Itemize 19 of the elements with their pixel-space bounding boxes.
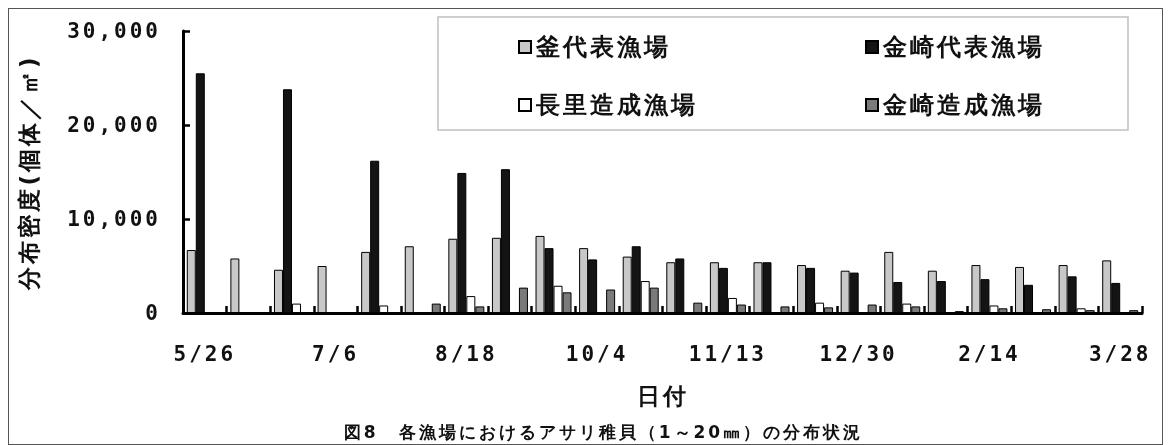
x-tick-label: 7/6 bbox=[312, 341, 360, 366]
x-tick-label: 3/28 bbox=[1088, 341, 1152, 366]
y-tick-label: 10,000 bbox=[67, 207, 161, 231]
legend-label: 金崎代表漁場 bbox=[882, 33, 1045, 61]
x-tick-label: 2/14 bbox=[958, 341, 1021, 366]
y-tick-label: 30,000 bbox=[67, 19, 161, 43]
legend-label: 釜代表漁場 bbox=[535, 33, 671, 61]
x-axis-title: 日付 bbox=[636, 382, 689, 409]
y-tick-label: 0 bbox=[145, 301, 161, 325]
caption: 図8 各漁場におけるアサリ稚貝（1～20㎜）の分布状況 bbox=[343, 421, 864, 442]
x-tick-label: 11/13 bbox=[688, 341, 767, 366]
x-tick-label: 10/4 bbox=[565, 341, 629, 366]
x-tick-label: 8/18 bbox=[435, 341, 498, 366]
y-tick-label: 20,000 bbox=[67, 113, 161, 137]
y-axis-title: 分布密度(個体／㎡) bbox=[15, 54, 42, 291]
x-tick-label: 12/30 bbox=[819, 341, 898, 366]
legend-label: 金崎造成漁場 bbox=[882, 91, 1045, 119]
legend-label: 長里造成漁場 bbox=[535, 91, 698, 119]
x-tick-label: 5/26 bbox=[173, 341, 237, 366]
